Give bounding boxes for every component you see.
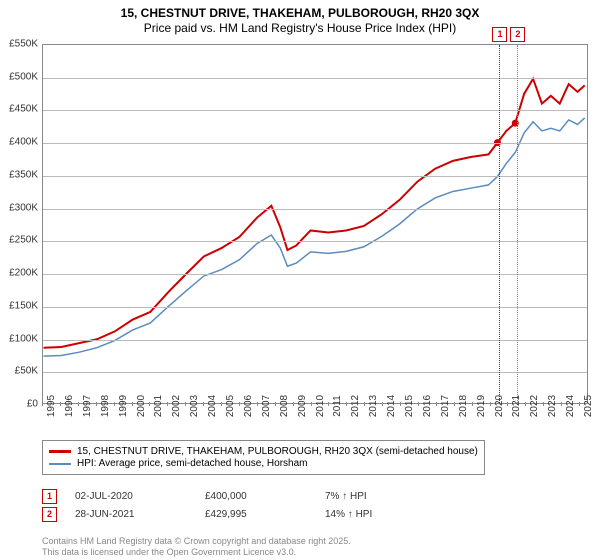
chart-container: 15, CHESTNUT DRIVE, THAKEHAM, PULBOROUGH…	[0, 0, 600, 560]
marker-pct: 14% ↑ HPI	[325, 509, 445, 520]
y-axis-label: £400K	[0, 137, 38, 148]
x-axis-label: 2020	[490, 395, 505, 417]
x-axis-label: 2012	[346, 395, 361, 417]
x-axis-label: 2010	[311, 395, 326, 417]
x-axis-label: 2017	[436, 395, 451, 417]
x-axis-label: 2005	[221, 395, 236, 417]
x-axis-label: 2011	[328, 395, 343, 417]
marker-data-rows: 1 02-JUL-2020 £400,000 7% ↑ HPI 2 28-JUN…	[42, 486, 445, 525]
marker-vline-1	[499, 45, 500, 403]
x-axis-label: 2018	[454, 395, 469, 417]
marker-badge-1: 1	[42, 489, 57, 504]
legend-row: 15, CHESTNUT DRIVE, THAKEHAM, PULBOROUGH…	[49, 446, 478, 457]
y-axis-label: £100K	[0, 333, 38, 344]
x-axis-label: 1998	[96, 395, 111, 417]
legend-label-hpi: HPI: Average price, semi-detached house,…	[77, 458, 308, 469]
y-axis-label: £250K	[0, 235, 38, 246]
footer-line1: Contains HM Land Registry data © Crown c…	[42, 536, 351, 547]
series-hpi	[44, 118, 585, 356]
x-axis-label: 1997	[78, 395, 93, 417]
x-axis-label: 2014	[382, 395, 397, 417]
marker-price: £400,000	[205, 491, 325, 502]
footer-attribution: Contains HM Land Registry data © Crown c…	[42, 536, 351, 558]
x-axis-label: 2013	[364, 395, 379, 417]
plot-box: 12	[42, 44, 588, 404]
title-address: 15, CHESTNUT DRIVE, THAKEHAM, PULBOROUGH…	[0, 6, 600, 21]
marker-flag-1: 1	[492, 27, 507, 42]
x-axis-label: 2016	[418, 395, 433, 417]
chart-area: 12 £0£50K£100K£150K£200K£250K£300K£350K£…	[42, 44, 588, 404]
x-axis-label: 2007	[257, 395, 272, 417]
legend-label-price-paid: 15, CHESTNUT DRIVE, THAKEHAM, PULBOROUGH…	[77, 446, 478, 457]
marker-data-row: 2 28-JUN-2021 £429,995 14% ↑ HPI	[42, 507, 445, 522]
x-axis-label: 2021	[507, 395, 522, 417]
x-axis-label: 1999	[114, 395, 129, 417]
x-axis-label: 2025	[579, 395, 594, 417]
legend-swatch-price-paid	[49, 450, 71, 453]
y-axis-label: £500K	[0, 71, 38, 82]
x-axis-label: 2001	[149, 395, 164, 417]
legend-row: HPI: Average price, semi-detached house,…	[49, 458, 478, 469]
marker-pct: 7% ↑ HPI	[325, 491, 445, 502]
marker-flag-2: 2	[510, 27, 525, 42]
x-axis-label: 2006	[239, 395, 254, 417]
legend-swatch-hpi	[49, 463, 71, 465]
legend: 15, CHESTNUT DRIVE, THAKEHAM, PULBOROUGH…	[42, 440, 485, 475]
x-axis-label: 2015	[400, 395, 415, 417]
x-axis-label: 1995	[42, 395, 57, 417]
marker-date: 02-JUL-2020	[75, 491, 205, 502]
y-axis-label: £450K	[0, 104, 38, 115]
x-axis-label: 2008	[275, 395, 290, 417]
y-axis-label: £150K	[0, 300, 38, 311]
x-axis-label: 2022	[525, 395, 540, 417]
marker-badge-2: 2	[42, 507, 57, 522]
chart-svg	[43, 45, 587, 403]
x-axis-label: 1996	[60, 395, 75, 417]
marker-date: 28-JUN-2021	[75, 509, 205, 520]
footer-line2: This data is licensed under the Open Gov…	[42, 547, 351, 558]
marker-vline-2	[517, 45, 518, 403]
y-axis-label: £50K	[0, 366, 38, 377]
x-axis-label: 2003	[185, 395, 200, 417]
y-axis-label: £200K	[0, 268, 38, 279]
x-axis-label: 2019	[472, 395, 487, 417]
y-axis-label: £550K	[0, 39, 38, 50]
y-axis-label: £350K	[0, 169, 38, 180]
y-axis-label: £300K	[0, 202, 38, 213]
x-axis-label: 2004	[203, 395, 218, 417]
x-axis-label: 2023	[543, 395, 558, 417]
y-axis-label: £0	[0, 399, 38, 410]
marker-data-row: 1 02-JUL-2020 £400,000 7% ↑ HPI	[42, 489, 445, 504]
x-axis-label: 2000	[132, 395, 147, 417]
x-axis-label: 2024	[561, 395, 576, 417]
marker-price: £429,995	[205, 509, 325, 520]
x-axis-label: 2009	[293, 395, 308, 417]
x-axis-label: 2002	[167, 395, 182, 417]
